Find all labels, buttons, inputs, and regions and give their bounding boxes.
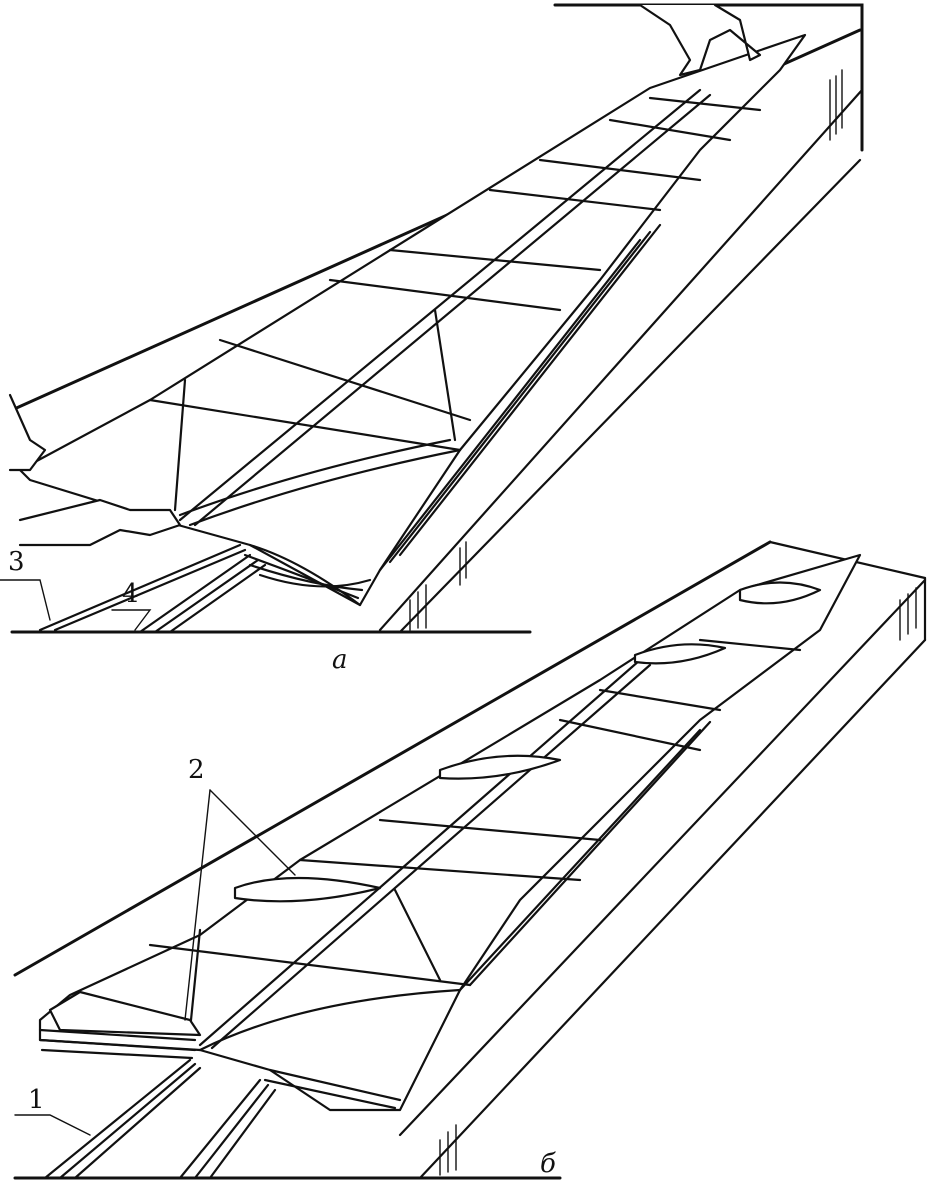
caption-a: а [332, 645, 348, 675]
caption-b: б [540, 1149, 556, 1179]
canopy-a-outline [18, 33, 807, 607]
leader-2a [184, 789, 211, 1021]
table-a-front-lower [398, 158, 862, 634]
table-b-front-lower [418, 638, 927, 1180]
panel-a: 3 4 а [0, 3, 864, 675]
table-a-hatching [409, 69, 843, 631]
table-b-far-edge [13, 540, 772, 977]
canopy-b-straps [148, 638, 802, 987]
risers-b [43, 1058, 277, 1180]
table-a-front-edge [378, 88, 864, 632]
canopy-b-layers [38, 720, 712, 1110]
leader-4 [111, 609, 152, 631]
suspension-lines-a [173, 88, 712, 527]
hand-left-a [8, 393, 182, 547]
canopy-a-straps [148, 96, 762, 452]
callout-2: 2 [188, 755, 205, 785]
hand-right-a [638, 3, 762, 77]
canopy-b-outline [38, 553, 862, 1112]
leader-1 [14, 1114, 91, 1136]
callout-3: 3 [8, 547, 25, 577]
callout-4: 4 [122, 579, 139, 609]
line-stows-b [48, 581, 822, 1037]
suspension-lines-b [188, 658, 652, 1052]
risers-a [38, 543, 267, 634]
leader-3 [0, 579, 51, 621]
canopy-a-layers [243, 223, 662, 607]
table-b-front-edge [398, 578, 927, 1137]
callout-1: 1 [28, 1085, 45, 1115]
table-b-hatching [439, 587, 917, 1176]
panel-b: 1 2 б [13, 540, 927, 1180]
leader-2b [209, 789, 296, 876]
